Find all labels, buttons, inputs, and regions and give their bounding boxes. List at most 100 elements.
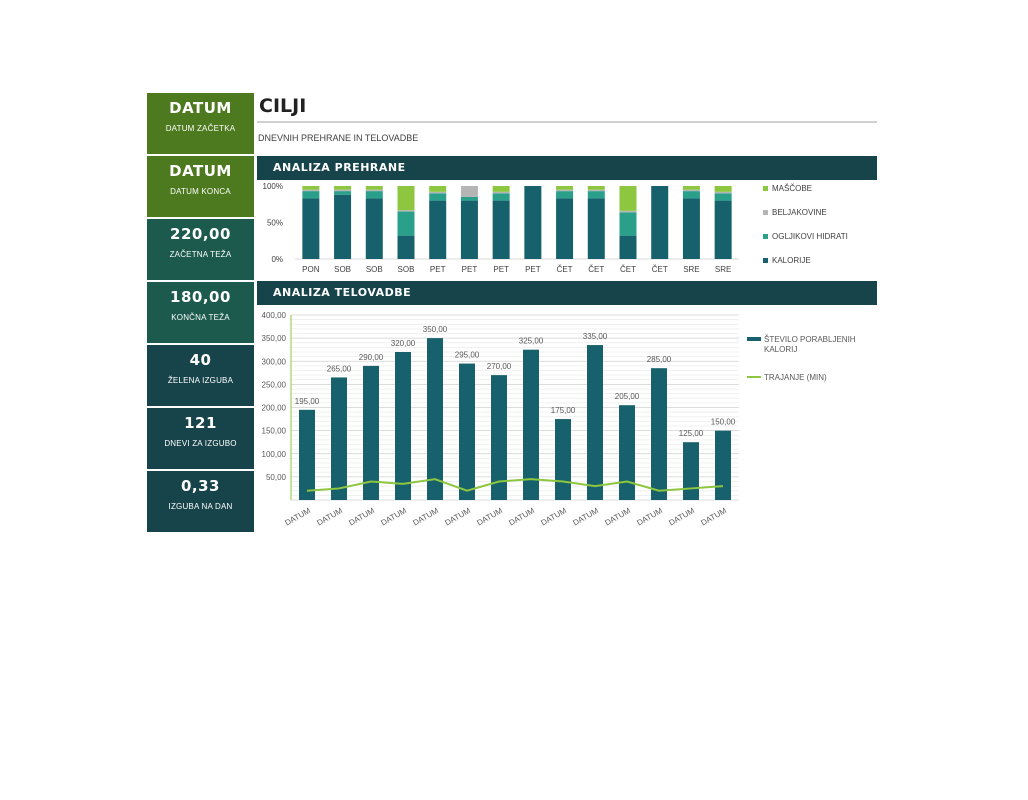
x-tick-label: DATUM [379,506,408,528]
calorie-bar [651,368,667,500]
x-tick-label: DATUM [347,506,376,528]
calorie-bar [683,442,699,500]
nutrition-chart: 100% 50% 0% PON SOB SOB SOB PET PET PET PET ČET ČET Č… [263,182,848,274]
data-label: 350,00 [423,325,448,334]
legend-label: MAŠČOBE [772,184,812,193]
exercise-chart: 400,00 350,00 300,00 250,00 200,00 150,00 100,… [262,311,856,528]
legend-label: ŠTEVILO PORABLJENIH KALORIJ [764,335,856,354]
data-label: 295,00 [455,351,480,360]
summary-tile-value: DATUM [169,162,232,180]
nutrition-bar-segment [619,235,637,259]
nutrition-bar-segment [714,193,732,201]
x-tick-label: DATUM [635,506,664,528]
nutrition-bar-segment [492,186,510,192]
calorie-bar [427,338,443,500]
nutrition-bar-segment [397,235,415,259]
header: CILJI [257,93,877,119]
data-label: 175,00 [551,406,576,415]
nutrition-bar-segment [587,198,605,259]
x-tick-label: PET [525,265,541,274]
data-label: 325,00 [519,337,544,346]
nutrition-bar-segment [556,186,574,190]
summary-tile-label: ZAČETNA TEŽA [169,250,232,259]
nutrition-bar-segment [714,200,732,259]
nutrition-bar-segment [682,189,700,192]
nutrition-bar-segment [682,198,700,259]
nutrition-bar-segment [619,186,637,211]
page-subtitle: DNEVNIH PREHRANE IN TELOVADBE [258,133,419,143]
summary-tile: 180,00 KONČNA TEŽA [147,282,254,343]
nutrition-bar-segment [365,198,383,259]
x-tick-label: ČET [652,265,668,274]
nutrition-bar-segment [334,191,352,195]
y-tick-label: 200,00 [262,404,287,413]
nutrition-bar-segment [460,200,478,259]
y-tick-label: 150,00 [262,427,287,436]
summary-tile-label: DATUM KONCA [170,187,231,196]
legend-label: BELJAKOVINE [772,208,827,217]
x-tick-label: ČET [557,265,573,274]
nutrition-bar-segment [429,200,447,259]
nutrition-bar-segment [365,189,383,192]
x-tick-label: DATUM [411,506,440,528]
nutrition-bar-segment [524,186,542,259]
nutrition-bar-segment [714,186,732,192]
y-tick-label: 0% [271,255,283,264]
data-label: 320,00 [391,339,416,348]
nutrition-bar-segment [460,186,478,197]
x-tick-label: DATUM [507,506,536,528]
nutrition-bar-segment [365,191,383,199]
calorie-bar [619,405,635,500]
nutrition-bar-segment [714,191,732,194]
calorie-bar [299,409,315,500]
duration-line [306,478,724,492]
nutrition-bar-segment [492,200,510,259]
nutrition-bar-segment [556,189,574,192]
nutrition-bar-segment [492,193,510,201]
x-tick-label: DATUM [475,506,504,528]
summary-tile-value: 40 [189,351,212,369]
nutrition-bar-segment [397,211,415,236]
summary-tile-label: IZGUBA NA DAN [168,502,233,511]
nutrition-bar-segment [682,191,700,199]
exercise-section-header: ANALIZA TELOVADBE [257,281,877,305]
summary-tile-value: 180,00 [170,288,231,306]
y-tick-label: 100% [263,182,283,191]
calorie-bar [587,345,603,500]
calorie-bar [523,349,539,500]
page-title: CILJI [259,95,307,117]
x-tick-label: DATUM [315,506,344,528]
x-tick-label: ČET [620,265,636,274]
y-tick-label: 50% [267,219,283,228]
x-tick-label: DATUM [283,506,312,528]
summary-tile: DATUM DATUM KONCA [147,156,254,217]
x-tick-label: DATUM [539,506,568,528]
y-tick-label: 400,00 [262,311,287,320]
x-tick-label: SOB [366,265,383,274]
nutrition-bar-segment [460,196,478,201]
nutrition-bar-segment [397,210,415,212]
y-tick-label: 100,00 [262,450,287,459]
x-tick-label: DATUM [667,506,696,528]
data-label: 195,00 [295,397,320,406]
data-label: 150,00 [711,418,736,427]
summary-tile: 220,00 ZAČETNA TEŽA [147,219,254,280]
summary-tile-label: DATUM ZAČETKA [165,124,236,133]
nutrition-bar-segment [587,186,605,190]
nutrition-bar-segment [492,191,510,194]
legend-label: OGLJIKOVI HIDRATI [772,232,848,241]
nutrition-bar-segment [334,194,352,259]
x-tick-label: SRE [715,265,731,274]
y-tick-label: 50,00 [266,473,287,482]
nutrition-bar-segment [651,186,669,259]
legend-swatch [763,234,768,239]
calorie-bar [491,375,507,500]
data-label: 125,00 [679,429,704,438]
nutrition-section-header: ANALIZA PREHRANE [257,156,877,180]
nutrition-bar-segment [429,191,447,194]
data-label: 205,00 [615,392,640,401]
nutrition-bar-segment [556,191,574,199]
x-tick-label: DATUM [443,506,472,528]
nutrition-bar-segment [556,198,574,259]
legend-label-line: KALORIJ [764,345,797,354]
